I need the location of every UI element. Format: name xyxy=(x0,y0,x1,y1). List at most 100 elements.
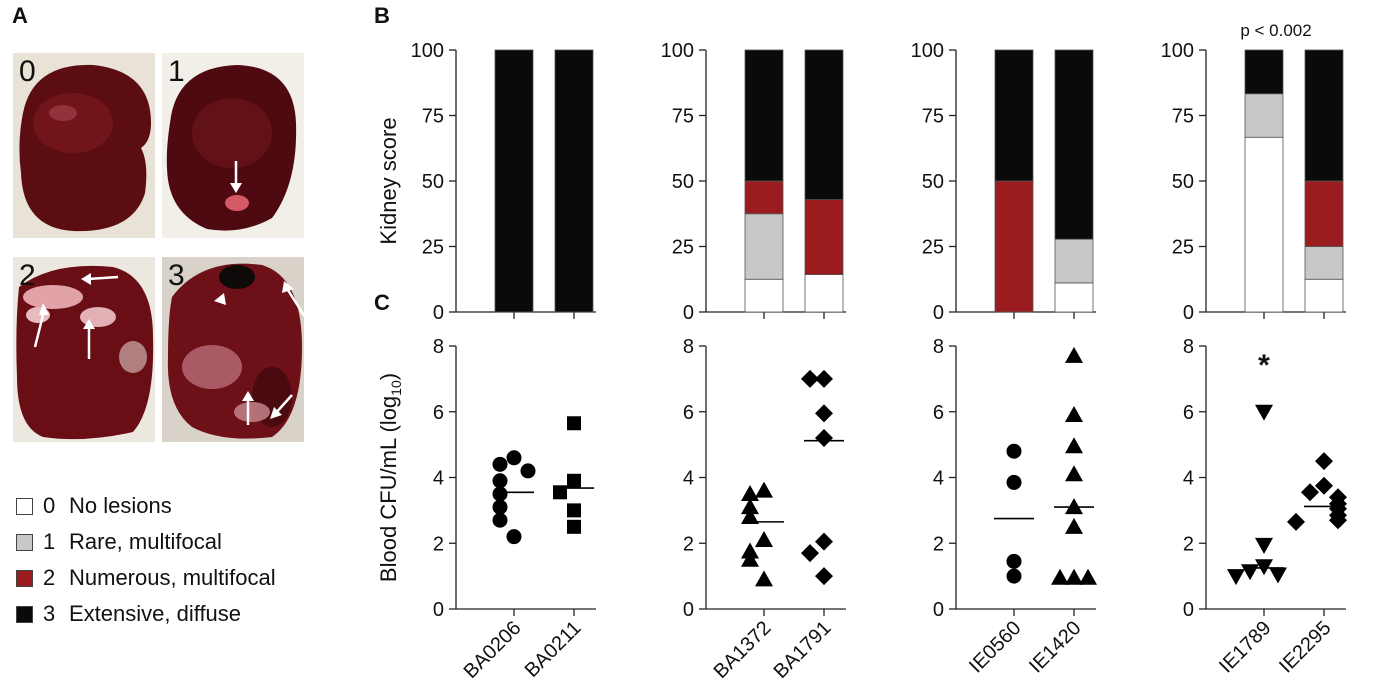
data-point-triangle-down xyxy=(1255,404,1273,421)
data-point-triangle-up xyxy=(755,530,773,547)
kidney-score-axis-title: Kidney score xyxy=(376,117,401,244)
legend-item-2: 2 Numerous, multifocal xyxy=(16,560,276,596)
strain-points-BA0206 xyxy=(492,450,536,545)
axis-title-end: ) xyxy=(376,373,401,380)
data-point-square xyxy=(567,473,581,488)
data-point-triangle-down xyxy=(1269,567,1287,584)
strain-points-IE1420 xyxy=(1051,346,1097,585)
stacked-bar-segment-score-0 xyxy=(804,274,844,313)
significance-asterisk: * xyxy=(1258,349,1270,382)
y-tick-label: 6 xyxy=(433,402,444,424)
y-tick-label: 0 xyxy=(1183,302,1194,324)
stacked-bar-segment-score-0 xyxy=(1054,282,1094,313)
strain-points-BA0211 xyxy=(553,416,581,534)
data-point-triangle-down xyxy=(1241,564,1259,581)
stacked-bar-segment-score-2 xyxy=(804,199,844,275)
legend-key: 3 xyxy=(43,601,56,626)
data-point-triangle-up xyxy=(1065,498,1083,515)
y-tick-label: 100 xyxy=(411,40,444,62)
panel-letter-b: B xyxy=(374,3,390,28)
stacked-bar-segment-score-1 xyxy=(1304,246,1344,280)
legend-key: 2 xyxy=(43,565,56,590)
data-point-circle xyxy=(492,499,508,515)
y-tick-label: 0 xyxy=(683,599,694,621)
y-tick-label: 8 xyxy=(1183,336,1194,358)
data-point-square xyxy=(567,503,581,518)
kidney-photo-score-1: 1 xyxy=(162,53,304,238)
axis-title-subscript: 10 xyxy=(388,380,404,396)
y-tick-label: 0 xyxy=(683,302,694,324)
y-tick-label: 2 xyxy=(1183,533,1194,555)
data-point-circle xyxy=(1006,474,1022,490)
legend-label: Numerous, multifocal xyxy=(69,565,276,590)
y-tick-label: 6 xyxy=(683,402,694,424)
stacked-bar-segment-score-0 xyxy=(1304,278,1344,313)
legend-item-0: 0 No lesions xyxy=(16,488,276,524)
y-tick-label: 8 xyxy=(433,336,444,358)
data-point-triangle-up xyxy=(755,481,773,498)
strain-points-IE0560 xyxy=(1006,443,1022,584)
y-tick-label: 100 xyxy=(911,40,944,62)
legend-swatch-3 xyxy=(16,605,33,623)
legend-label: Extensive, diffuse xyxy=(69,601,242,626)
data-point-triangle-up xyxy=(755,570,773,587)
stacked-bar-segment-score-3 xyxy=(554,49,594,313)
x-category-label: BA1791 xyxy=(770,617,836,683)
legend-label: No lesions xyxy=(69,493,172,518)
data-point-triangle-up xyxy=(1079,568,1097,585)
legend-item-3: 3 Extensive, diffuse xyxy=(16,596,276,632)
y-tick-label: 0 xyxy=(433,599,444,621)
strain-points-BA1791 xyxy=(801,369,833,586)
data-point-diamond xyxy=(801,544,819,563)
data-point-circle xyxy=(506,450,522,466)
kidney-score-label: 3 xyxy=(168,259,185,292)
data-point-circle xyxy=(520,463,536,479)
stacked-bar-segment-score-3 xyxy=(994,49,1034,182)
y-tick-label: 6 xyxy=(1183,402,1194,424)
y-tick-label: 0 xyxy=(1183,599,1194,621)
kidney-photo-score-3: 3 xyxy=(162,257,304,442)
data-point-square xyxy=(567,519,581,534)
stacked-bar-segment-score-3 xyxy=(1304,49,1344,182)
y-tick-label: 100 xyxy=(661,40,694,62)
data-point-circle xyxy=(506,529,522,545)
strain-points-IE2295 xyxy=(1287,452,1347,531)
strain-points-BA1372 xyxy=(741,481,773,587)
legend-swatch-2 xyxy=(16,569,33,587)
kidney-photo-score-0: 0 xyxy=(13,53,155,238)
data-point-diamond xyxy=(1287,512,1305,531)
y-tick-label: 100 xyxy=(1161,40,1194,62)
stacked-bar-segment-score-3 xyxy=(744,49,784,182)
y-tick-label: 25 xyxy=(672,237,694,259)
y-tick-label: 0 xyxy=(933,302,944,324)
y-tick-label: 75 xyxy=(922,106,944,128)
kidney-score-label: 1 xyxy=(168,55,185,88)
y-tick-label: 4 xyxy=(933,468,944,490)
data-point-triangle-up xyxy=(741,550,759,567)
data-point-triangle-up xyxy=(1065,346,1083,363)
data-point-circle xyxy=(492,473,508,489)
y-tick-label: 0 xyxy=(933,599,944,621)
data-point-triangle-up xyxy=(1051,568,1069,585)
y-tick-label: 25 xyxy=(922,237,944,259)
y-tick-label: 2 xyxy=(433,533,444,555)
stacked-bar-segment-score-1 xyxy=(1054,238,1094,284)
stacked-bar-segment-score-3 xyxy=(804,49,844,201)
x-category-label: IE0560 xyxy=(965,617,1025,677)
y-tick-label: 50 xyxy=(422,171,444,193)
data-point-triangle-up xyxy=(741,542,759,559)
legend-swatch-0 xyxy=(16,497,33,515)
data-point-circle xyxy=(1006,568,1022,584)
y-tick-label: 75 xyxy=(672,106,694,128)
y-tick-label: 50 xyxy=(672,171,694,193)
data-point-triangle-up xyxy=(1065,517,1083,534)
data-point-circle xyxy=(1006,553,1022,569)
kidney-score-label: 2 xyxy=(19,259,36,292)
x-category-label: BA0211 xyxy=(521,617,586,682)
stacked-bar-segment-score-3 xyxy=(494,49,534,313)
x-category-label: IE1789 xyxy=(1215,617,1275,677)
y-tick-label: 4 xyxy=(433,468,444,490)
data-point-triangle-up xyxy=(741,484,759,501)
data-point-diamond xyxy=(1315,452,1333,471)
